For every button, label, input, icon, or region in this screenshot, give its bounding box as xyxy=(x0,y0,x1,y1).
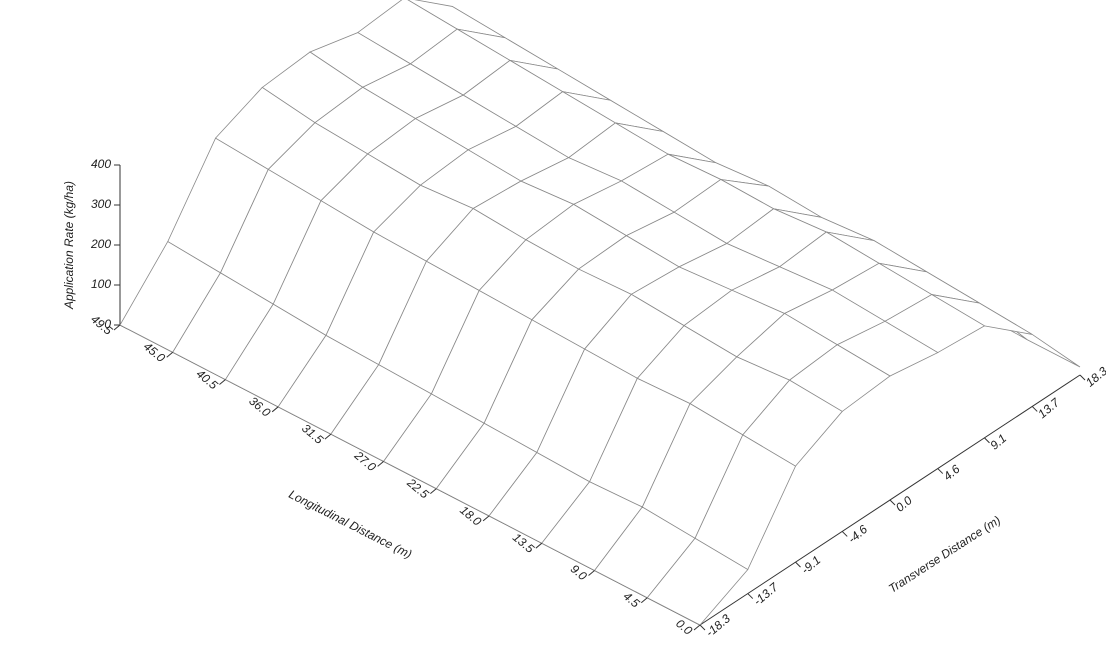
x-tick xyxy=(482,515,490,522)
y-tick-label: 13.7 xyxy=(1035,395,1063,422)
x-tick xyxy=(113,324,121,331)
y-tick xyxy=(1079,374,1086,381)
y-axis-title: Transverse Distance (m) xyxy=(886,513,1003,596)
x-tick xyxy=(271,406,279,413)
y-tick xyxy=(841,531,848,537)
surface-cell xyxy=(646,537,749,626)
x-tick xyxy=(535,542,543,549)
y-tick-label: -4.6 xyxy=(845,522,870,546)
y-tick xyxy=(889,499,896,506)
y-tick xyxy=(1031,406,1038,412)
z-tick-label: 200 xyxy=(90,237,111,251)
y-tick xyxy=(795,561,801,568)
z-tick-label: 100 xyxy=(91,277,111,291)
x-tick xyxy=(588,570,595,576)
y-tick xyxy=(984,437,990,444)
x-tick-label: 49.5 xyxy=(88,312,115,338)
z-tick-label: 0 xyxy=(104,317,111,331)
y-tick xyxy=(699,624,706,631)
y-tick xyxy=(747,593,754,599)
y-tick-label: -9.1 xyxy=(798,553,823,577)
z-tick-label: 300 xyxy=(91,197,111,211)
y-tick-label: 18.3 xyxy=(1083,364,1106,390)
y-tick xyxy=(937,468,944,474)
z-axis-title: Application Rate (kg/ha) xyxy=(62,181,76,310)
x-axis-title: Longitudinal Distance (m) xyxy=(287,487,415,561)
x-tick xyxy=(324,433,332,440)
y-tick-label: -13.7 xyxy=(751,579,782,608)
x-tick xyxy=(166,351,174,358)
x-tick xyxy=(430,488,437,495)
x-tick xyxy=(219,379,226,385)
x-tick xyxy=(693,624,701,631)
x-tick xyxy=(377,460,384,467)
z-tick-label: 400 xyxy=(91,157,111,171)
x-tick xyxy=(640,597,648,604)
